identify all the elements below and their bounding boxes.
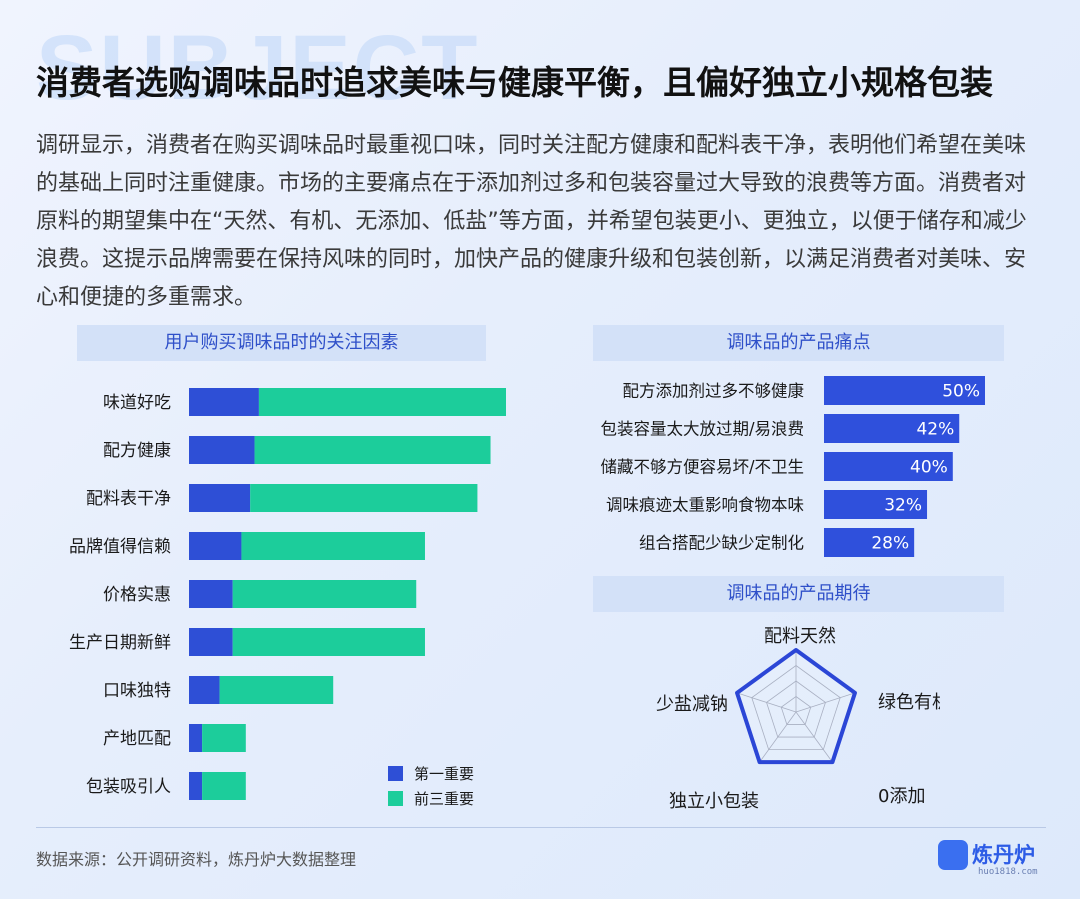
pain-point-label: 组合搭配少缺少定制化: [639, 534, 804, 553]
category-label: 口味独特: [103, 681, 171, 701]
bar-top3-important: [232, 628, 425, 656]
pain-point-label: 储藏不够方便容易坏/不卫生: [600, 458, 804, 477]
radar-axis-line: [736, 692, 797, 713]
pain-point-bar: [824, 452, 953, 481]
pain-point-bar: [824, 376, 985, 405]
bar-top3-important: [254, 436, 491, 464]
radar-axis-line: [759, 711, 797, 763]
footer-divider: [36, 827, 1046, 828]
pain-point-bar: [824, 414, 960, 443]
radar-data-area: [735, 648, 857, 765]
brand-name: 炼丹炉: [972, 843, 1035, 867]
bar-first-important: [189, 436, 255, 464]
pain-point-label: 调味痕迹太重影响食物本味: [606, 496, 804, 515]
pain-point-bar: [824, 490, 928, 519]
bar-first-important: [189, 388, 259, 416]
radar-axis-label: 0添加: [878, 786, 925, 807]
factors-chart-title: 用户购买调味品时的关注因素: [77, 325, 486, 361]
pain-point-value: 40%: [910, 458, 948, 478]
pain-point-value: 28%: [871, 534, 909, 554]
radar-axis-label: 配料天然: [764, 626, 836, 647]
pain-points-chart-title: 调味品的产品痛点: [593, 325, 1004, 361]
legend-label: 前三重要: [414, 790, 474, 808]
radar-grid-ring: [766, 680, 826, 738]
pain-point-value: 50%: [942, 382, 980, 402]
legend-swatch: [388, 766, 403, 781]
brand-logo: 炼丹炉 huo1818.com: [938, 838, 1050, 880]
bar-first-important: [189, 532, 242, 560]
bar-first-important: [189, 676, 220, 704]
bar-top3-important: [219, 676, 334, 704]
pain-point-label: 配方添加剂过多不够健康: [623, 382, 805, 401]
pain-point-value: 32%: [884, 496, 922, 516]
category-label: 生产日期新鲜: [69, 633, 171, 653]
pain-point-value: 42%: [916, 420, 954, 440]
bar-top3-important: [258, 388, 506, 416]
legend-label: 第一重要: [414, 765, 474, 783]
bar-first-important: [189, 628, 233, 656]
intro-paragraph: 调研显示，消费者在购买调味品时最重视口味，同时关注配方健康和配料表干净，表明他们…: [36, 133, 1027, 310]
bar-first-important: [189, 484, 251, 512]
bar-top3-important: [202, 772, 246, 800]
category-label: 品牌值得信赖: [69, 537, 171, 557]
brand-url: huo1818.com: [978, 867, 1038, 877]
category-label: 味道好吃: [103, 393, 171, 413]
brand-badge-icon: [938, 840, 968, 870]
pain-point-label: 包装容量太大放过期/易浪费: [600, 420, 804, 439]
category-label: 价格实惠: [103, 585, 171, 605]
factors-stacked-bar-chart: 味道好吃配方健康配料表干净品牌值得信赖价格实惠生产日期新鲜口味独特产地匹配包装吸…: [69, 388, 506, 808]
watermark-text: SUBJECT: [36, 17, 480, 119]
bar-top3-important: [232, 580, 417, 608]
category-label: 包装吸引人: [86, 777, 171, 797]
radar-axis-line: [795, 711, 833, 763]
radar-axis-line: [795, 692, 856, 713]
radar-axis-label: 绿色有机: [878, 692, 940, 713]
page-title: 消费者选购调味品时追求美味与健康平衡，且偏好独立小规格包装: [36, 63, 993, 102]
category-label: 配料表干净: [86, 489, 171, 509]
radar-grid-ring: [780, 696, 812, 725]
bar-first-important: [189, 772, 203, 800]
pain-point-bar: [824, 528, 915, 557]
data-source-note: 数据来源：公开调研资料，炼丹炉大数据整理: [36, 850, 357, 869]
bar-first-important: [189, 724, 203, 752]
expectation-radar-chart: 配料天然绿色有机 0添加 独立小包装 少盐减钠: [656, 626, 940, 812]
bar-top3-important: [250, 484, 478, 512]
bar-top3-important: [202, 724, 246, 752]
category-label: 产地匹配: [103, 729, 171, 749]
bar-first-important: [189, 580, 233, 608]
expectation-chart-title: 调味品的产品期待: [593, 576, 1004, 612]
radar-grid-ring: [751, 665, 841, 751]
radar-axis-label: 独立小包装: [669, 791, 759, 812]
category-label: 配方健康: [103, 441, 171, 461]
pain-points-bar-chart: 配方添加剂过多不够健康 50% 包装容量太大放过期/易浪费 42% 储藏不够方便容易坏/…: [600, 376, 985, 557]
legend-swatch: [388, 791, 403, 806]
radar-axis-label: 少盐减钠: [656, 694, 728, 715]
bar-top3-important: [241, 532, 425, 560]
